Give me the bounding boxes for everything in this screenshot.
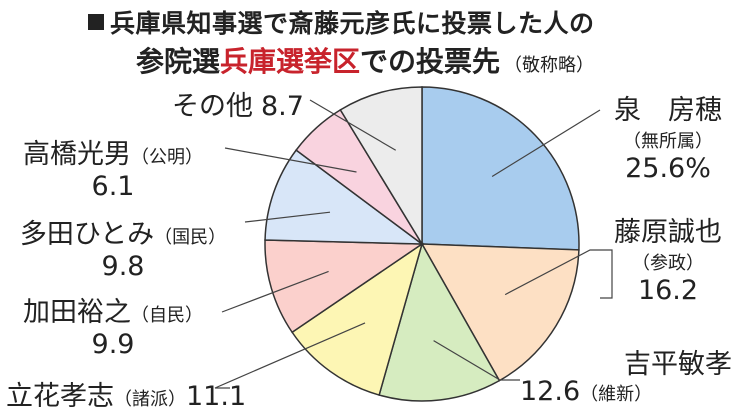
slice-name: 多田ひとみ — [19, 219, 155, 250]
slice-party: （維新） — [580, 384, 653, 405]
label-kada: 加田裕之（自民） 9.9 — [8, 290, 218, 360]
slice-value: 25.6% — [625, 153, 711, 184]
leader-line-takahashi — [224, 147, 357, 173]
slice-party: （国民） — [154, 227, 227, 248]
slice-name: 高橋光男 — [23, 139, 131, 170]
slice-party: （公明） — [131, 147, 203, 168]
slice-value: 11.1 — [186, 381, 247, 412]
pie-slice-izumi — [421, 86, 580, 251]
slice-party: （諸派） — [114, 389, 186, 410]
pie-slice-kada — [264, 239, 425, 334]
label-sonota: その他 8.7 — [172, 84, 304, 123]
leader-line-izumi — [491, 109, 601, 177]
leader-line-sonota — [309, 99, 397, 151]
slice-name: 藤原誠也 — [614, 217, 722, 248]
slice-name: 吉平敏孝 — [624, 349, 732, 380]
title-note: （敬称略） — [504, 55, 595, 76]
label-izumi: 泉 房穂 （無所属） 25.6% — [604, 88, 732, 184]
leader-line-kada — [221, 270, 329, 313]
slice-name: 立花孝志 — [6, 381, 114, 412]
slice-value: 9.9 — [91, 329, 135, 360]
pie-slice-tada — [264, 149, 425, 245]
leader-line-tachibana — [214, 322, 366, 389]
label-yoshihira-name: 吉平敏孝 — [608, 342, 732, 381]
slice-party: （無所属） — [623, 131, 713, 152]
slice-party: （参政） — [632, 253, 704, 274]
slice-value: 16.2 — [637, 275, 699, 306]
slice-value: 6.1 — [91, 171, 135, 202]
slice-value: 9.8 — [101, 251, 145, 282]
square-bullet-icon — [88, 14, 104, 30]
leader-line-fujiwara — [504, 249, 613, 299]
leader-line-tada — [244, 211, 331, 223]
pie-slice-tachibana — [291, 242, 424, 396]
slice-value: 12.6 — [520, 376, 581, 407]
slice-party: （自民） — [131, 305, 203, 326]
slice-name: 泉 房穂 — [614, 95, 722, 126]
pie-slice-sonota — [339, 86, 423, 247]
leader-line-yoshihira — [433, 340, 520, 381]
pie-slice-fujiwara — [420, 243, 580, 382]
title-line-1: 兵庫県知事選で斎藤元彦氏に投票した人の — [88, 4, 595, 40]
label-fujiwara: 藤原誠也 （参政） 16.2 — [606, 210, 730, 306]
label-tada: 多田ひとみ（国民） 9.8 — [8, 212, 238, 282]
title-highlight: 兵庫選挙区 — [220, 45, 361, 78]
chart-title: 兵庫県知事選で斎藤元彦氏に投票した人の 参院選兵庫選挙区での投票先 （敬称略） — [0, 0, 741, 80]
title-line-2-pre: 参院選 — [136, 45, 221, 78]
title-line-2: 参院選兵庫選挙区での投票先 （敬称略） — [136, 40, 594, 80]
slice-name: 加田裕之 — [23, 297, 131, 328]
title-line-2-post: での投票先 — [360, 45, 501, 78]
label-takahashi: 高橋光男（公明） 6.1 — [8, 132, 218, 202]
title-line-1-text: 兵庫県知事選で斎藤元彦氏に投票した人の — [110, 9, 595, 38]
label-tachibana: 立花孝志（諸派）11.1 — [6, 374, 246, 413]
slice-name: その他 — [172, 91, 253, 122]
slice-value: 8.7 — [261, 91, 304, 122]
label-yoshihira-value: 12.6（維新） — [520, 376, 652, 407]
